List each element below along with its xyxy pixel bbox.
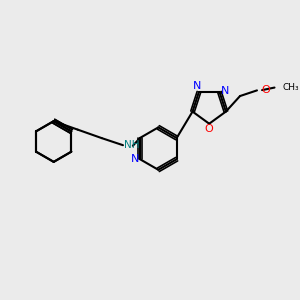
Text: O: O — [262, 85, 270, 95]
Text: CH₃: CH₃ — [282, 83, 299, 92]
Text: O: O — [205, 124, 214, 134]
Text: N: N — [131, 154, 139, 164]
Text: NH: NH — [124, 140, 140, 150]
Text: N: N — [220, 85, 229, 96]
Text: N: N — [193, 81, 202, 91]
